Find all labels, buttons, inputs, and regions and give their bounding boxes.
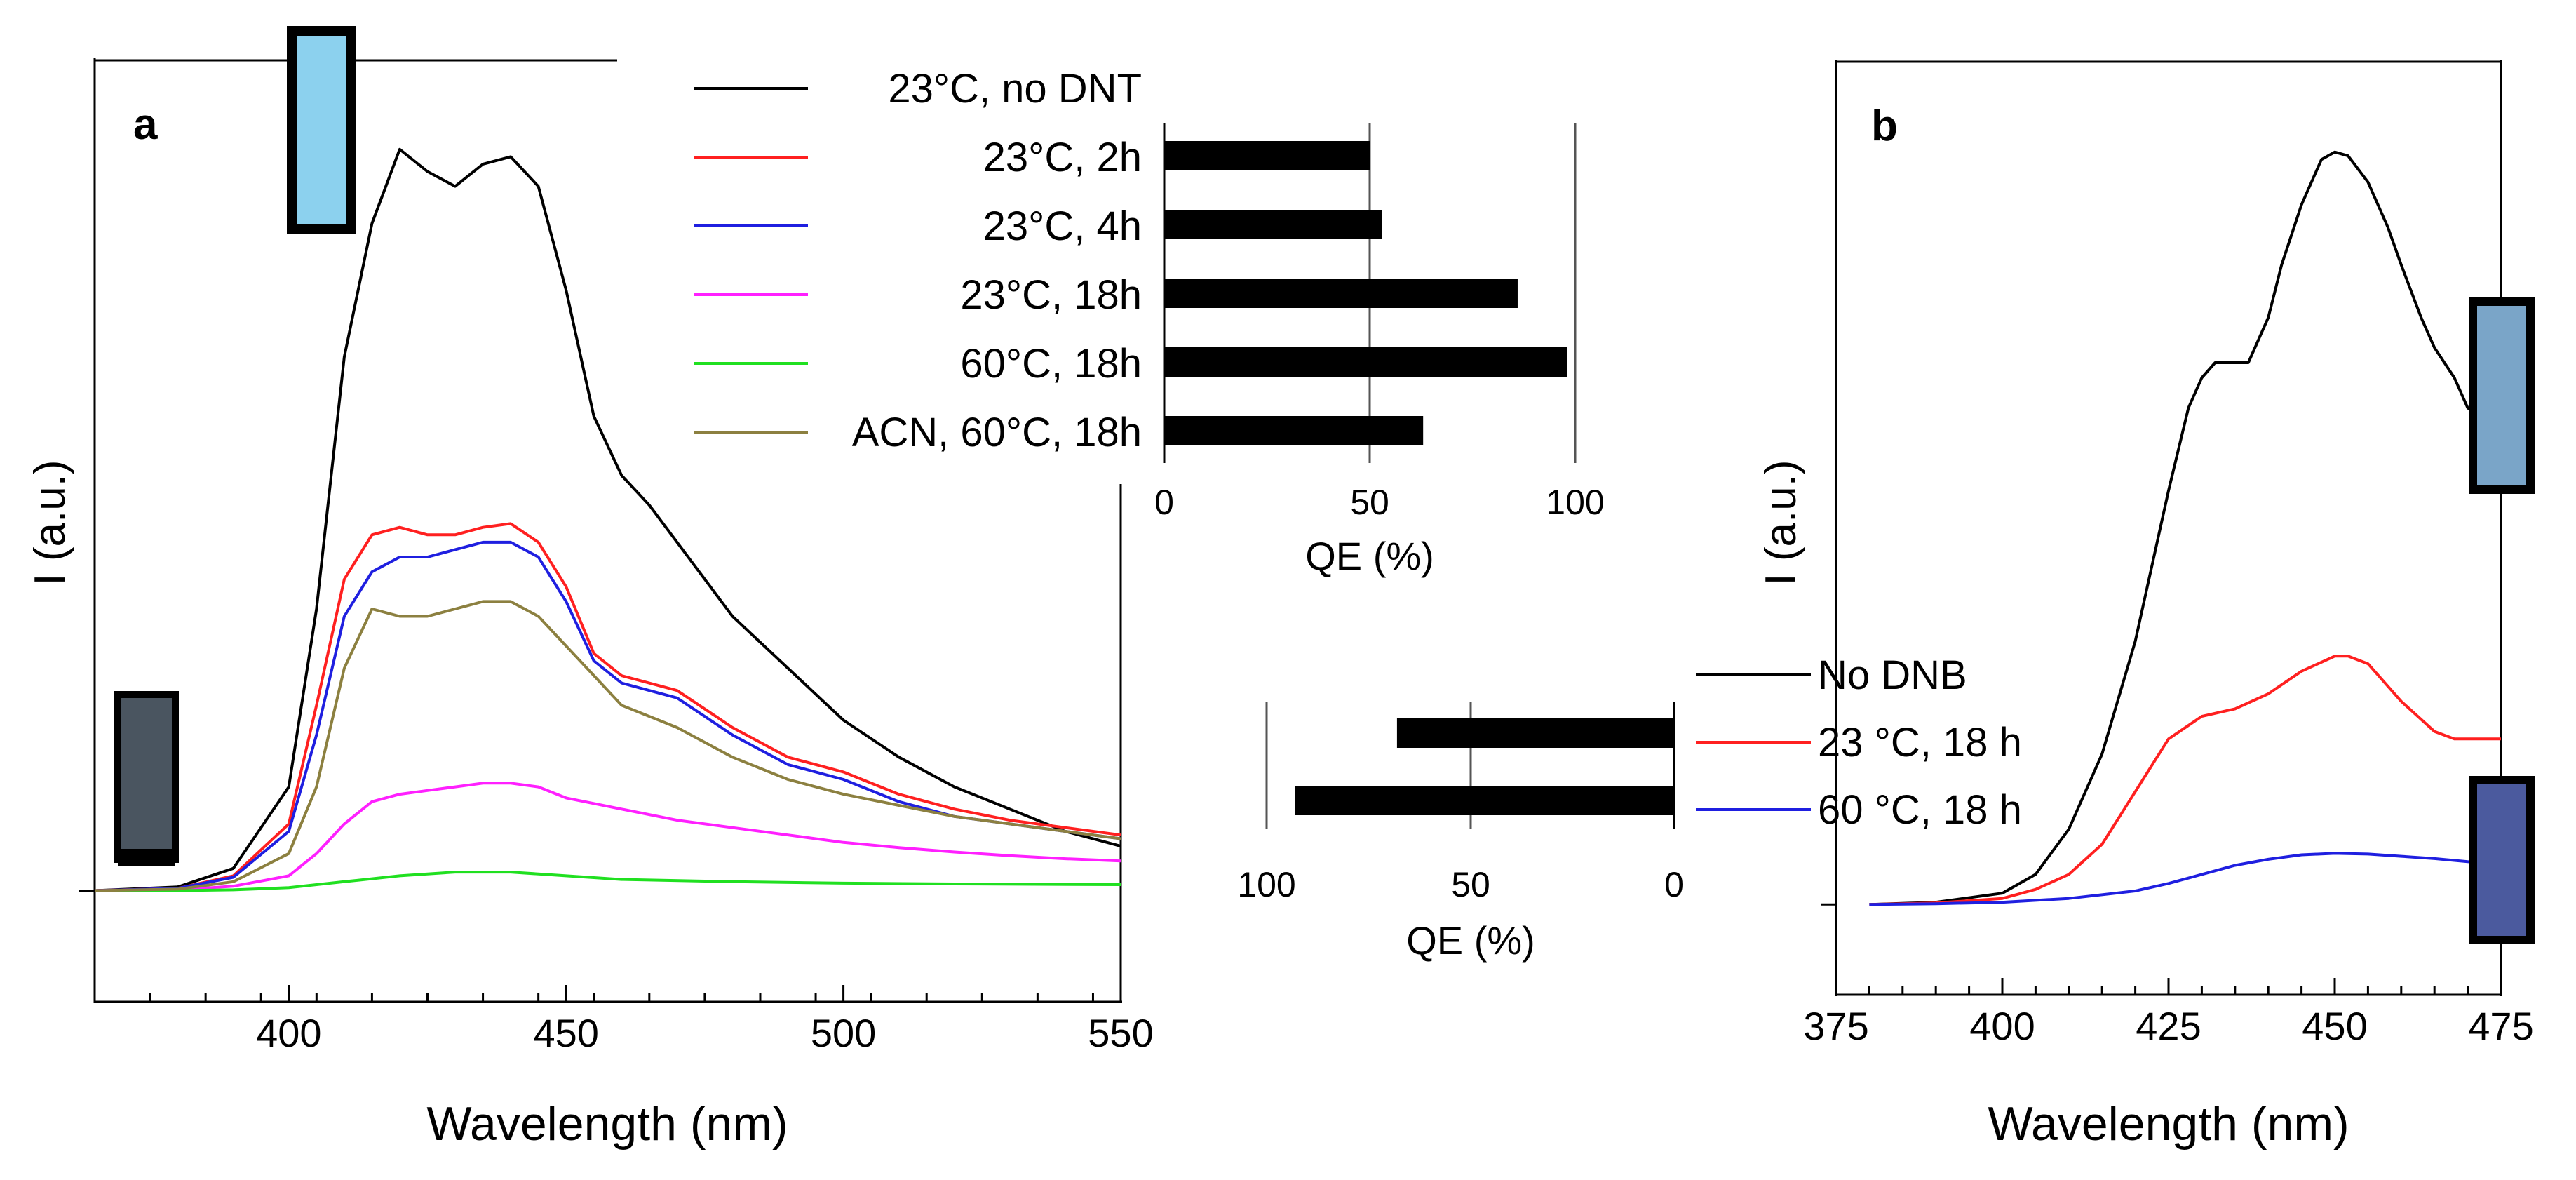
inset-b-x-label: QE (%) xyxy=(1406,918,1535,963)
qe-bar-23-c-18-h xyxy=(1396,718,1674,748)
legend-label: ACN, 60°C, 18h xyxy=(852,410,1142,455)
qe-bar-23-c-4h xyxy=(1164,210,1382,239)
panel-b: 375 400 425 450 475 b I (a.u.) Wavelength (n… xyxy=(1237,60,2535,1151)
legend-label: 23 °C, 18 h xyxy=(1818,720,2022,765)
x-tick-label: 400 xyxy=(256,1011,321,1055)
panel-b-legend: No DNB 23 °C, 18 h 60 °C, 18 h xyxy=(1696,652,2022,833)
panel-b-curves xyxy=(1869,150,2502,906)
panel-a-legend: 23°C, no DNT 23°C, 2h 23°C, 4h 23°C, 18h 60°… xyxy=(694,66,1142,455)
panel-a-x-ticks: 400 450 500 550 xyxy=(79,889,1154,1055)
inset-a-tick-0: 0 xyxy=(1154,483,1174,522)
panel-b-qe-inset: 100 50 0 QE (%) xyxy=(1237,702,1684,963)
legend-label: 60°C, 18h xyxy=(960,341,1142,387)
inset-b-bars xyxy=(1295,718,1674,815)
legend-label: 23°C, no DNT xyxy=(888,66,1142,112)
series-line-60-c-18-h xyxy=(1869,852,2502,906)
inset-b-tick-100: 100 xyxy=(1237,865,1295,904)
inset-a-x-label: QE (%) xyxy=(1305,534,1434,578)
qe-bar-acn-60-c-18h xyxy=(1164,416,1424,445)
panel-b-x-ticks: 375 400 425 450 475 xyxy=(1803,903,2534,1048)
panel-a-label: a xyxy=(133,100,158,149)
series-line-23-c-4h xyxy=(94,540,1121,892)
panel-b-vials xyxy=(2469,297,2535,944)
x-tick-label: 475 xyxy=(2468,1004,2533,1048)
panel-a-curves xyxy=(94,147,1121,892)
legend-label: 23°C, 4h xyxy=(983,203,1142,249)
series-line-acn-60-c-18h xyxy=(94,600,1121,892)
legend-label: 23°C, 18h xyxy=(960,272,1142,318)
legend-label: 60 °C, 18 h xyxy=(1818,787,2022,833)
panel-a-y-axis-label: I (a.u.) xyxy=(26,460,74,585)
qe-bar-23-c-2h xyxy=(1164,141,1370,170)
qe-bar-60-c-18h xyxy=(1164,347,1567,377)
x-tick-label: 450 xyxy=(533,1011,598,1055)
x-tick-label: 400 xyxy=(1969,1004,2035,1048)
dark-vial-cap xyxy=(118,849,175,866)
series-line-23-c-no-dnt xyxy=(94,147,1121,892)
x-tick-label: 450 xyxy=(2302,1004,2367,1048)
legend-label: 23°C, 2h xyxy=(983,135,1142,180)
inset-b-tick-0: 0 xyxy=(1664,865,1684,904)
dark-vial-icon xyxy=(2469,776,2535,944)
qe-bar-23-c-18h xyxy=(1164,279,1518,308)
x-tick-label: 500 xyxy=(811,1011,876,1055)
dark-vial-icon xyxy=(114,691,179,863)
x-tick-label: 425 xyxy=(2136,1004,2201,1048)
qe-bar-60-c-18-h xyxy=(1295,786,1674,815)
panel-a-x-axis-label: Wavelength (nm) xyxy=(426,1097,788,1151)
series-line-23-c-18-h xyxy=(1869,655,2501,906)
inset-a-tick-100: 100 xyxy=(1546,483,1604,522)
panel-a: 400 450 500 550 a I (a.u.) Wavelength (nm) … xyxy=(26,26,1605,1151)
bright-vial-icon xyxy=(287,26,356,234)
panel-a-vials xyxy=(114,26,356,866)
x-tick-label: 550 xyxy=(1088,1011,1153,1055)
inset-b-tick-50: 50 xyxy=(1451,865,1490,904)
series-line-no-dnb xyxy=(1869,150,2502,906)
series-line-60-c-18h xyxy=(95,871,1121,892)
inset-a-bars xyxy=(1164,141,1567,445)
series-line-23-c-2h xyxy=(94,522,1121,892)
panel-b-label: b xyxy=(1871,102,1898,150)
bright-vial-icon xyxy=(2469,297,2535,494)
x-tick-label: 375 xyxy=(1803,1004,1868,1048)
panel-a-qe-inset: 0 50 100 QE (%) xyxy=(1154,123,1605,578)
panel-b-x-axis-label: Wavelength (nm) xyxy=(1988,1097,2349,1151)
series-line-23-c-18h xyxy=(94,782,1121,892)
panel-b-y-axis-label: I (a.u.) xyxy=(1757,460,1805,585)
legend-label: No DNB xyxy=(1818,652,1967,698)
inset-a-tick-50: 50 xyxy=(1350,483,1389,522)
